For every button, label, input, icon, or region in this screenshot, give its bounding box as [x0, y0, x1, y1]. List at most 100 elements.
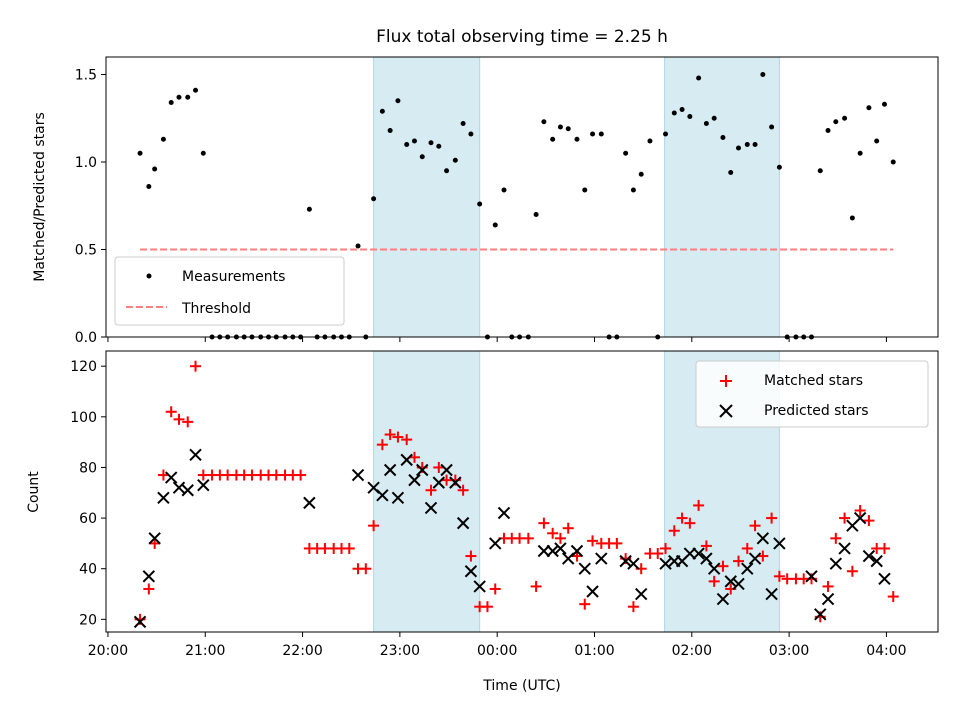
measurement-point	[720, 135, 726, 140]
measurement-point	[647, 138, 653, 144]
predicted-star-marker	[464, 565, 478, 578]
matched-star-marker	[749, 520, 761, 532]
matched-star-marker	[822, 580, 834, 592]
measurement-point	[168, 100, 174, 105]
matched-star-marker	[700, 540, 712, 552]
predicted-star-marker	[692, 547, 705, 560]
predicted-star-marker	[133, 615, 147, 629]
x-tick-label: 20:00	[88, 643, 128, 659]
predicted-star-marker	[489, 537, 502, 550]
measurement-point	[857, 150, 863, 156]
predicted-star-marker	[424, 501, 438, 515]
measurement-point	[630, 187, 636, 193]
measurement-point	[444, 168, 450, 174]
matched-star-marker	[562, 522, 574, 534]
predicted-star-marker	[570, 544, 584, 558]
x-axis-label: Time (UTC)	[482, 678, 560, 694]
measurement-point	[436, 143, 442, 149]
top-y-axis: 0.0 0.5 1.0 1.5	[75, 68, 106, 346]
measurement-point	[590, 131, 596, 137]
measurement-point	[176, 94, 182, 100]
matched-star-marker	[489, 583, 501, 595]
measurement-point	[160, 136, 166, 142]
measurement-point	[703, 121, 709, 126]
x-tick-label: 01:00	[574, 643, 614, 659]
measurement-point	[728, 170, 734, 175]
measurement-point	[404, 142, 410, 147]
matched-star-marker	[295, 469, 307, 481]
matched-star-marker	[733, 555, 745, 567]
predicted-star-marker	[765, 587, 778, 601]
matched-star-marker	[773, 570, 785, 582]
measurement-point	[760, 72, 766, 77]
measurement-point	[355, 243, 361, 249]
predicted-star-marker	[449, 476, 462, 489]
predicted-star-marker	[400, 453, 413, 467]
predicted-star-marker	[197, 478, 210, 492]
legend-threshold-label: Threshold	[181, 301, 251, 317]
measurement-point	[477, 201, 483, 207]
bottom-legend: Matched stars Predicted stars	[695, 360, 929, 428]
matched-star-marker	[684, 517, 696, 529]
matched-star-marker	[392, 431, 404, 443]
bottom-y-axis: 20 40 60 80 100 120	[70, 359, 106, 628]
measurement-point	[752, 142, 758, 147]
matched-star-marker	[611, 537, 623, 549]
top-y-tick-label: 1.5	[75, 68, 97, 84]
top-legend: Measurements Threshold	[114, 256, 345, 326]
predicted-star-marker	[164, 471, 178, 484]
predicted-star-marker	[456, 516, 470, 530]
matched-star-marker	[741, 542, 753, 554]
measurement-point	[395, 98, 401, 104]
bottom-legend-frame	[695, 360, 929, 428]
matched-star-marker	[157, 469, 169, 481]
predicted-star-marker	[537, 544, 551, 558]
matched-star-marker	[717, 560, 729, 572]
matched-star-marker	[878, 542, 890, 554]
predicted-star-marker	[862, 549, 876, 563]
matched-star-marker	[384, 429, 396, 441]
predicted-star-marker	[497, 506, 511, 520]
predicted-star-marker	[829, 557, 843, 570]
top-shaded-interval-2	[664, 56, 780, 338]
predicted-star-marker	[376, 489, 389, 502]
predicted-star-marker	[773, 537, 786, 550]
x-tick-label: 21:00	[185, 643, 225, 659]
measurement-point	[152, 166, 158, 172]
predicted-star-marker	[870, 554, 883, 568]
matched-star-marker	[693, 499, 705, 511]
measurement-point	[833, 119, 839, 125]
measurement-point	[881, 101, 887, 107]
measurement-point	[663, 131, 669, 137]
measurement-point	[623, 150, 629, 156]
x-tick-label: 22:00	[282, 643, 322, 659]
measurement-point	[817, 168, 823, 174]
matched-star-marker	[481, 601, 493, 613]
predicted-star-marker	[707, 562, 721, 575]
predicted-star-marker	[351, 468, 365, 482]
measurement-point	[696, 75, 702, 81]
predicted-star-marker	[142, 570, 156, 583]
top-y-axis-label: Matched/Predicted stars	[32, 112, 48, 282]
measurement-point	[557, 124, 563, 130]
predicted-star-marker	[473, 580, 486, 593]
top-legend-frame	[114, 256, 345, 326]
predicted-star-marker	[586, 585, 599, 598]
measurement-point	[842, 115, 848, 121]
predicted-star-marker	[748, 552, 762, 565]
measurement-point	[501, 187, 507, 193]
measurement-point	[419, 154, 425, 160]
predicted-star-marker	[303, 496, 316, 510]
matched-star-marker	[887, 591, 899, 603]
legend-predicted-marker	[719, 404, 733, 418]
measurement-point	[371, 196, 377, 202]
chart-title: Flux total observing time = 2.25 h	[376, 27, 668, 47]
predicted-star-marker	[732, 577, 745, 591]
predicted-star-marker	[756, 532, 770, 545]
predicted-star-marker	[172, 481, 186, 494]
matched-star-marker	[830, 532, 842, 544]
measurement-point	[200, 150, 206, 156]
top-x-ticks	[107, 337, 887, 342]
measurement-point	[687, 114, 693, 119]
